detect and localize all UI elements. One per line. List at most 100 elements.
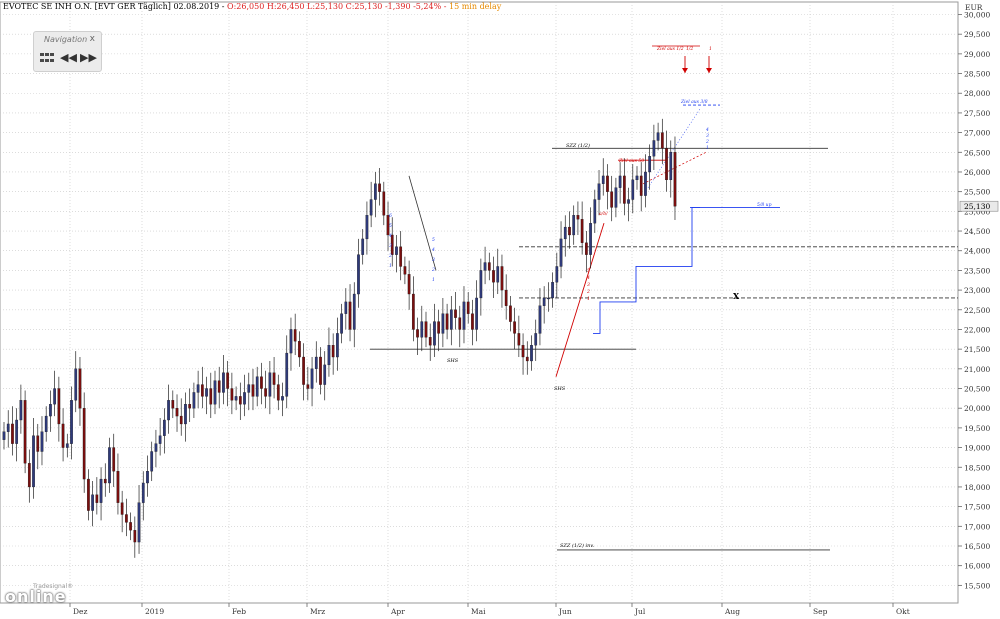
- candle-body: [53, 388, 56, 405]
- candle-body: [500, 266, 504, 291]
- candle-body: [492, 270, 495, 283]
- candle-body: [32, 435, 35, 488]
- support-blue-text: 5/8 up: [757, 202, 772, 208]
- candle-body: [610, 191, 614, 208]
- candle-body: [82, 408, 86, 480]
- x-tick-label: Apr: [390, 607, 405, 616]
- y-tick-label: 24,000: [964, 247, 990, 256]
- candle-body: [226, 372, 230, 389]
- y-tick-label: 29,000: [964, 50, 990, 59]
- candle-body: [112, 447, 116, 472]
- currency-label: EUR: [965, 3, 983, 12]
- y-tick-label: 25,500: [964, 188, 990, 197]
- candle-body: [352, 293, 356, 330]
- candle-body: [331, 345, 335, 358]
- y-tick-label: 16,000: [964, 562, 990, 571]
- candle-body: [11, 423, 14, 444]
- candle-body: [272, 372, 276, 385]
- candle-body: [171, 400, 175, 409]
- wave-count-top: 1: [706, 145, 709, 151]
- candle-body: [314, 356, 318, 369]
- candle-body: [622, 175, 626, 204]
- wave-count-mid: 3: [432, 257, 435, 263]
- candle-body: [2, 431, 6, 440]
- candle-body: [428, 337, 432, 346]
- candle-body: [19, 400, 23, 421]
- candle-body: [509, 305, 512, 322]
- candle-body: [483, 262, 487, 271]
- candle-body: [627, 199, 630, 204]
- candle-body: [365, 215, 369, 240]
- grid-menu-icon[interactable]: [40, 53, 54, 64]
- candle-body: [260, 376, 263, 389]
- forward-icon[interactable]: ▶▶: [80, 51, 97, 64]
- close-icon[interactable]: x: [89, 34, 95, 44]
- candle-body: [648, 156, 652, 173]
- candle-body: [669, 152, 673, 181]
- candle-body: [433, 321, 436, 346]
- x-tick-label: Sep: [813, 607, 828, 616]
- candle-body: [357, 254, 360, 295]
- candle-body: [416, 329, 419, 338]
- x-axis: Dez 2019 Feb Mrz Apr Mai Jun Jul Aug Sep Okt: [69, 603, 910, 616]
- candle-body: [407, 274, 411, 295]
- candle-body: [369, 199, 373, 216]
- y-tick-label: 17,000: [964, 522, 990, 531]
- y-tick-label: 22,500: [964, 306, 990, 315]
- candle-body: [213, 380, 217, 405]
- candle-body: [466, 301, 470, 314]
- candle-body: [289, 329, 293, 354]
- candle-body: [255, 376, 259, 397]
- candle-body: [601, 175, 605, 184]
- candle-body: [184, 404, 187, 425]
- tradesignal-logo: Tradesignal® online: [4, 581, 73, 606]
- candle-body: [551, 282, 554, 299]
- candle-body: [475, 297, 478, 330]
- candle-body: [471, 313, 474, 330]
- candle-body: [542, 297, 546, 306]
- logo-brand-top: Tradesignal®: [33, 583, 74, 590]
- candle-body: [150, 451, 154, 472]
- target-50-text: Ziel aus 50: [618, 158, 644, 164]
- candle-body: [639, 175, 643, 196]
- candle-body: [91, 494, 94, 511]
- candle-body: [129, 522, 132, 531]
- candle-body: [205, 388, 208, 397]
- y-tick-label: 27,500: [964, 109, 990, 118]
- candle-body: [209, 388, 213, 405]
- candle-body: [652, 140, 656, 157]
- candle-body: [449, 309, 453, 330]
- candle-body: [606, 175, 609, 192]
- arrow-down-1-head: [682, 68, 688, 73]
- candle-body: [635, 175, 639, 181]
- candle-body: [665, 148, 668, 181]
- y-tick-label: 16,500: [964, 542, 990, 551]
- candle-body: [568, 226, 571, 236]
- chart-grid: [0, 1, 959, 604]
- candle-body: [133, 530, 137, 543]
- y-tick-label: 18,500: [964, 463, 990, 472]
- candle-body: [390, 234, 394, 255]
- wave-count-mid: 4: [431, 247, 435, 253]
- candle-body: [534, 333, 538, 346]
- rewind-icon[interactable]: ◀◀: [60, 51, 77, 64]
- candle-body: [108, 447, 111, 484]
- candle-body: [103, 478, 107, 484]
- shs-right-text: SHS: [554, 386, 566, 392]
- candle-body: [61, 423, 65, 448]
- y-tick-label: 23,500: [964, 266, 990, 275]
- candle-body: [593, 199, 597, 224]
- candle-body: [15, 419, 19, 444]
- target-38-text: Ziel aus 3/8: [680, 99, 708, 105]
- candle-body: [125, 514, 128, 523]
- wave-count-left: 1: [389, 263, 392, 269]
- candle-body: [49, 404, 52, 417]
- navigation-label: Navigation: [44, 35, 88, 44]
- chart-annotations: Ziel aus 1/2 1/2 1 Ziel aus 3/8 Ziel aus 50 S…: [388, 46, 772, 549]
- candle-body: [65, 443, 69, 448]
- candle-body: [361, 238, 365, 255]
- candle-body: [179, 415, 183, 425]
- last-price-label: 25,130: [964, 202, 990, 211]
- arrow-down-2-head: [706, 68, 712, 73]
